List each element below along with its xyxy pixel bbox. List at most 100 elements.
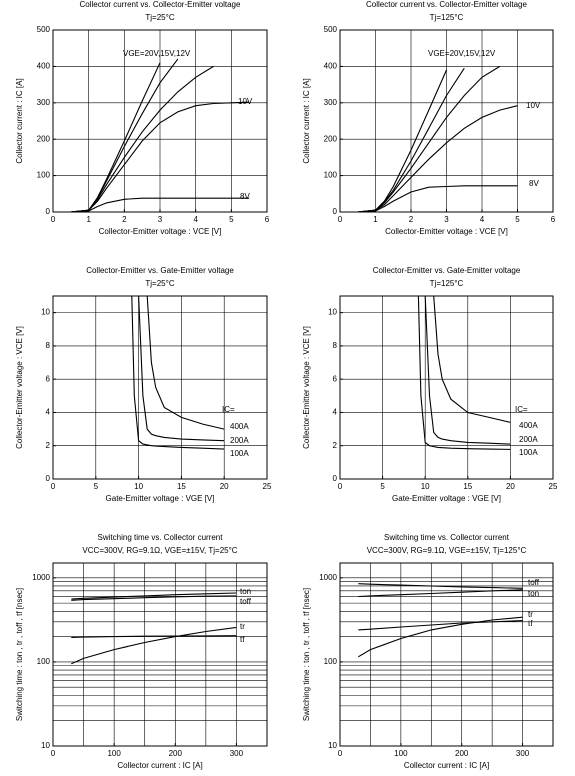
curve-label: ton: [528, 589, 539, 598]
chart-title: Switching time vs. Collector current: [384, 533, 510, 542]
x-tick-label: 200: [455, 749, 469, 758]
y-tick-label: 500: [37, 25, 51, 34]
x-tick-label: 300: [516, 749, 530, 758]
x-axis-label: Gate-Emitter voltage : VGE [V]: [106, 494, 215, 503]
plot-frame: [52, 562, 268, 747]
y-tick-label: 100: [37, 171, 51, 180]
y-tick-label: 400: [324, 62, 338, 71]
curve: [358, 589, 523, 598]
curve: [71, 626, 237, 665]
y-tick-label: 4: [46, 408, 51, 417]
curve-label: 400A: [230, 422, 249, 431]
curve: [340, 105, 518, 213]
curve: [340, 67, 465, 213]
x-tick-label: 25: [549, 482, 558, 491]
curve-label: 8V: [529, 179, 539, 188]
curve-label: tr: [240, 622, 245, 631]
curve: [424, 295, 511, 445]
chart-subtitle: Tj=25°C: [145, 279, 174, 288]
curve-label: toff: [528, 578, 540, 587]
x-tick-label: 0: [51, 215, 56, 224]
x-tick-label: 2: [122, 215, 127, 224]
curve-label: 10V: [238, 97, 253, 106]
curve: [71, 635, 237, 639]
curve-label: IC=: [222, 405, 235, 414]
y-axis-label: Collector current : IC [A]: [15, 78, 24, 163]
chart-subtitle: VCC=300V, RG=9.1Ω, VGE=±15V, Tj=125°C: [367, 546, 527, 555]
x-axis-label: Collector current : IC [A]: [404, 761, 489, 770]
y-tick-label: 500: [324, 25, 338, 34]
curve-label: 100A: [519, 448, 538, 457]
y-tick-label: 400: [37, 62, 51, 71]
x-tick-label: 10: [134, 482, 143, 491]
x-tick-label: 0: [338, 215, 343, 224]
y-tick-label: 10: [328, 308, 337, 317]
curve-label: VGE=20V,15V,12V: [428, 49, 496, 58]
chart-title: Collector current vs. Collector-Emitter …: [80, 0, 241, 9]
curve: [71, 592, 237, 600]
x-tick-label: 5: [94, 482, 99, 491]
curve: [53, 58, 179, 213]
x-tick-label: 1: [373, 215, 378, 224]
x-tick-label: 5: [515, 215, 520, 224]
y-tick-label: 0: [46, 474, 51, 483]
curve-label: 100A: [230, 449, 249, 458]
curve: [131, 295, 225, 450]
chart-title: Switching time vs. Collector current: [98, 533, 224, 542]
x-tick-label: 0: [51, 482, 56, 491]
x-tick-label: 5: [380, 482, 385, 491]
y-axis-label: Switching time : ton , tr , toff , tf [n…: [302, 588, 311, 721]
curve-label: 8V: [240, 192, 250, 201]
y-tick-label: 10: [41, 308, 50, 317]
x-tick-label: 25: [263, 482, 272, 491]
plot-frame: [52, 295, 268, 480]
x-axis-label: Collector current : IC [A]: [117, 761, 202, 770]
x-tick-label: 3: [444, 215, 449, 224]
chart-subtitle: Tj=125°C: [430, 13, 464, 22]
x-axis-label: Collector-Emitter voltage : VCE [V]: [99, 227, 222, 236]
x-tick-label: 100: [394, 749, 408, 758]
chart-subtitle: Tj=25°C: [145, 13, 174, 22]
y-tick-label: 2: [333, 441, 338, 450]
curve: [358, 616, 523, 658]
y-tick-label: 6: [46, 374, 51, 383]
plot-frame: [339, 295, 554, 480]
curve: [138, 295, 225, 442]
y-tick-label: 300: [324, 98, 338, 107]
y-tick-label: 2: [46, 441, 51, 450]
curve-label: 200A: [230, 436, 249, 445]
y-tick-label: 8: [333, 341, 338, 350]
curve-label: tr: [528, 610, 533, 619]
x-tick-label: 4: [193, 215, 198, 224]
x-tick-label: 15: [463, 482, 472, 491]
x-tick-label: 300: [230, 749, 244, 758]
curve-label: 400A: [519, 421, 538, 430]
curve: [417, 295, 511, 450]
y-tick-label: 6: [333, 374, 338, 383]
y-tick-label: 100: [324, 171, 338, 180]
curve-label: 200A: [519, 435, 538, 444]
curve: [358, 620, 523, 631]
y-tick-label: 0: [46, 207, 51, 216]
x-tick-label: 200: [169, 749, 183, 758]
y-axis-label: Switching time : ton , tr , toff , tf [n…: [15, 588, 24, 721]
chart-subtitle: VCC=300V, RG=9.1Ω, VGE=±15V, Tj=25°C: [82, 546, 237, 555]
x-tick-label: 0: [338, 482, 343, 491]
x-tick-label: 0: [51, 749, 56, 758]
x-axis-label: Collector-Emitter voltage : VCE [V]: [385, 227, 508, 236]
chart-title: Collector current vs. Collector-Emitter …: [366, 0, 527, 9]
x-tick-label: 1: [86, 215, 91, 224]
x-tick-label: 10: [421, 482, 430, 491]
x-tick-label: 4: [480, 215, 485, 224]
x-tick-label: 5: [229, 215, 234, 224]
chart-subtitle: Tj=125°C: [430, 279, 464, 288]
curve: [53, 197, 250, 213]
curve: [146, 295, 225, 430]
y-tick-label: 10: [328, 741, 337, 750]
curve-label: ton: [240, 587, 251, 596]
y-axis-label: Collector-Emitter voltage : VCE [V]: [302, 326, 311, 449]
y-tick-label: 100: [324, 657, 338, 666]
y-tick-label: 1000: [32, 573, 50, 582]
curve: [53, 62, 161, 213]
